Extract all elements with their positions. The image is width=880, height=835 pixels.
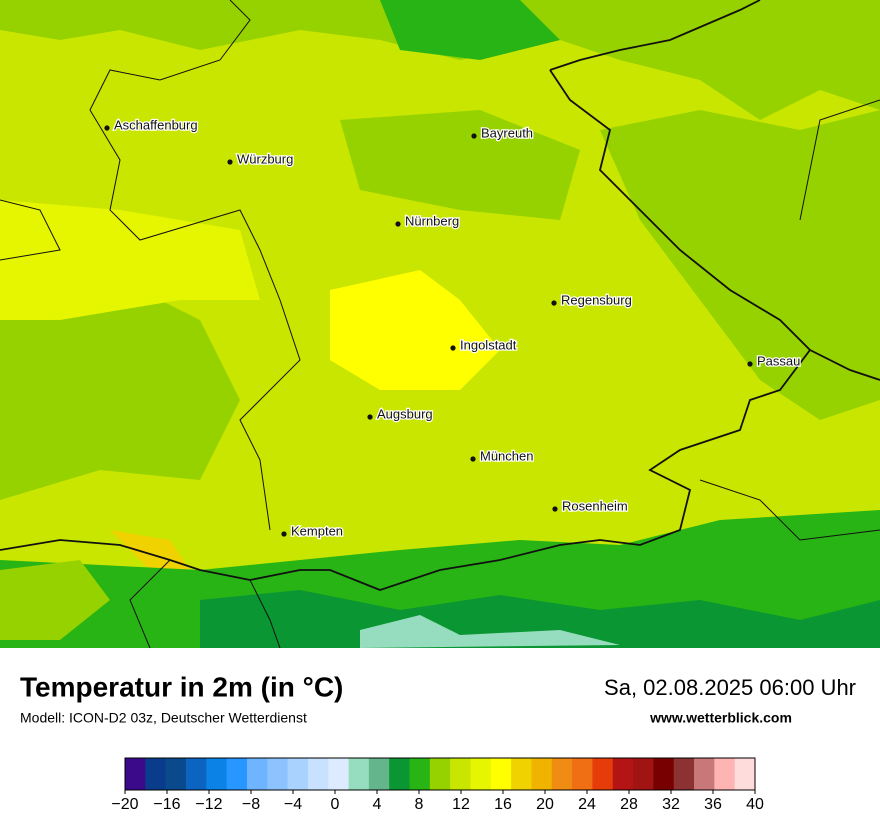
city-label: Ingolstadt — [460, 337, 517, 352]
tick-label: 32 — [662, 796, 680, 813]
city-dot — [552, 506, 558, 512]
color-bin — [348, 758, 370, 790]
city-label: Nürnberg — [405, 213, 459, 228]
datetime: Sa, 02.08.2025 06:00 Uhr — [604, 675, 856, 700]
tick-label: 20 — [536, 796, 554, 813]
color-bin — [694, 758, 715, 790]
color-bin — [307, 758, 329, 790]
color-bin — [429, 758, 451, 790]
city-dot — [471, 133, 477, 139]
city-label: Kempten — [291, 523, 343, 538]
color-bin — [511, 758, 532, 790]
color-bin — [368, 758, 390, 790]
city-dot — [367, 414, 373, 420]
website: www.wetterblick.com — [649, 710, 792, 726]
color-bin — [389, 758, 411, 790]
city-label: Aschaffenburg — [114, 117, 198, 132]
tick-label: 12 — [452, 796, 470, 813]
city-dot — [551, 300, 557, 306]
tick-label: 40 — [746, 796, 764, 813]
tick-label: −20 — [111, 796, 138, 813]
color-bin — [592, 758, 614, 790]
color-bin — [287, 758, 309, 790]
color-bin — [673, 758, 695, 790]
tick-label: −12 — [195, 796, 222, 813]
colorbar-frame — [124, 757, 756, 791]
color-bin — [450, 758, 471, 790]
map: Aschaffenburg Würzburg Bayreuth Nürnberg Reg… — [0, 0, 880, 649]
city-dot — [281, 531, 287, 537]
color-bin — [246, 758, 268, 790]
color-bin — [226, 758, 248, 790]
city-label: Würzburg — [237, 151, 293, 166]
color-bin — [470, 758, 492, 790]
city-label: Bayreuth — [481, 125, 533, 140]
color-bin — [633, 758, 654, 790]
color-bin — [551, 758, 573, 790]
color-bin — [734, 758, 756, 790]
color-bin — [165, 758, 187, 790]
color-bin — [206, 758, 228, 790]
title: Temperatur in 2m (in °C) — [20, 671, 343, 702]
city-dot — [227, 159, 233, 165]
city-label: München — [480, 448, 533, 463]
tick-label: 36 — [704, 796, 722, 813]
tick-label: 16 — [494, 796, 512, 813]
color-bin — [714, 758, 736, 790]
color-bin — [612, 758, 634, 790]
color-bin — [185, 758, 207, 790]
city-dot — [104, 125, 110, 131]
color-bin — [409, 758, 431, 790]
colorbar: −20 −16 −12 −8 −4 0 4 8 12 16 20 24 28 32 36 40 — [111, 757, 764, 813]
city-dot — [470, 456, 476, 462]
city-label: Passau — [757, 353, 800, 368]
tick-label: 8 — [415, 796, 424, 813]
tick-label: 28 — [620, 796, 638, 813]
city-dot — [747, 361, 753, 367]
city-label: Rosenheim — [562, 498, 628, 513]
color-bin — [328, 758, 350, 790]
color-bin — [653, 758, 675, 790]
color-bin — [267, 758, 289, 790]
city-label: Regensburg — [561, 292, 632, 307]
color-bin — [145, 758, 167, 790]
city-label: Augsburg — [377, 406, 433, 421]
tick-label: 0 — [331, 796, 340, 813]
tick-label: −16 — [153, 796, 180, 813]
tick-label: −4 — [284, 796, 302, 813]
tick-label: 24 — [578, 796, 596, 813]
subtitle: Modell: ICON-D2 03z, Deutscher Wetterdie… — [20, 710, 307, 726]
tick-label: 4 — [373, 796, 382, 813]
color-bin — [490, 758, 512, 790]
color-bin — [572, 758, 593, 790]
city-dot — [395, 221, 401, 227]
city-dot — [450, 345, 456, 351]
color-bin — [125, 758, 146, 790]
tick-label: −8 — [242, 796, 260, 813]
color-bin — [531, 758, 553, 790]
